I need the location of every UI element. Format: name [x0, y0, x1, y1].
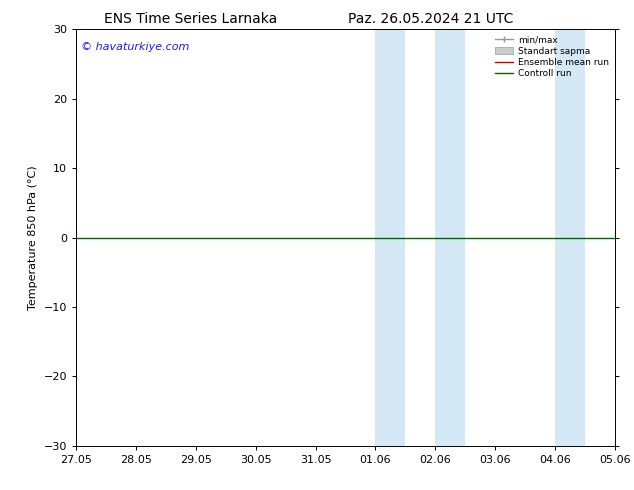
Legend: min/max, Standart sapma, Ensemble mean run, Controll run: min/max, Standart sapma, Ensemble mean r…	[493, 34, 611, 80]
Y-axis label: Temperature 850 hPa (°C): Temperature 850 hPa (°C)	[28, 165, 38, 310]
Bar	[375, 29, 405, 446]
Text: ENS Time Series Larnaka: ENS Time Series Larnaka	[103, 12, 277, 26]
Bar	[615, 29, 634, 446]
Text: Paz. 26.05.2024 21 UTC: Paz. 26.05.2024 21 UTC	[349, 12, 514, 26]
Bar	[436, 29, 465, 446]
Text: © havaturkiye.com: © havaturkiye.com	[81, 42, 190, 52]
Bar	[555, 29, 585, 446]
